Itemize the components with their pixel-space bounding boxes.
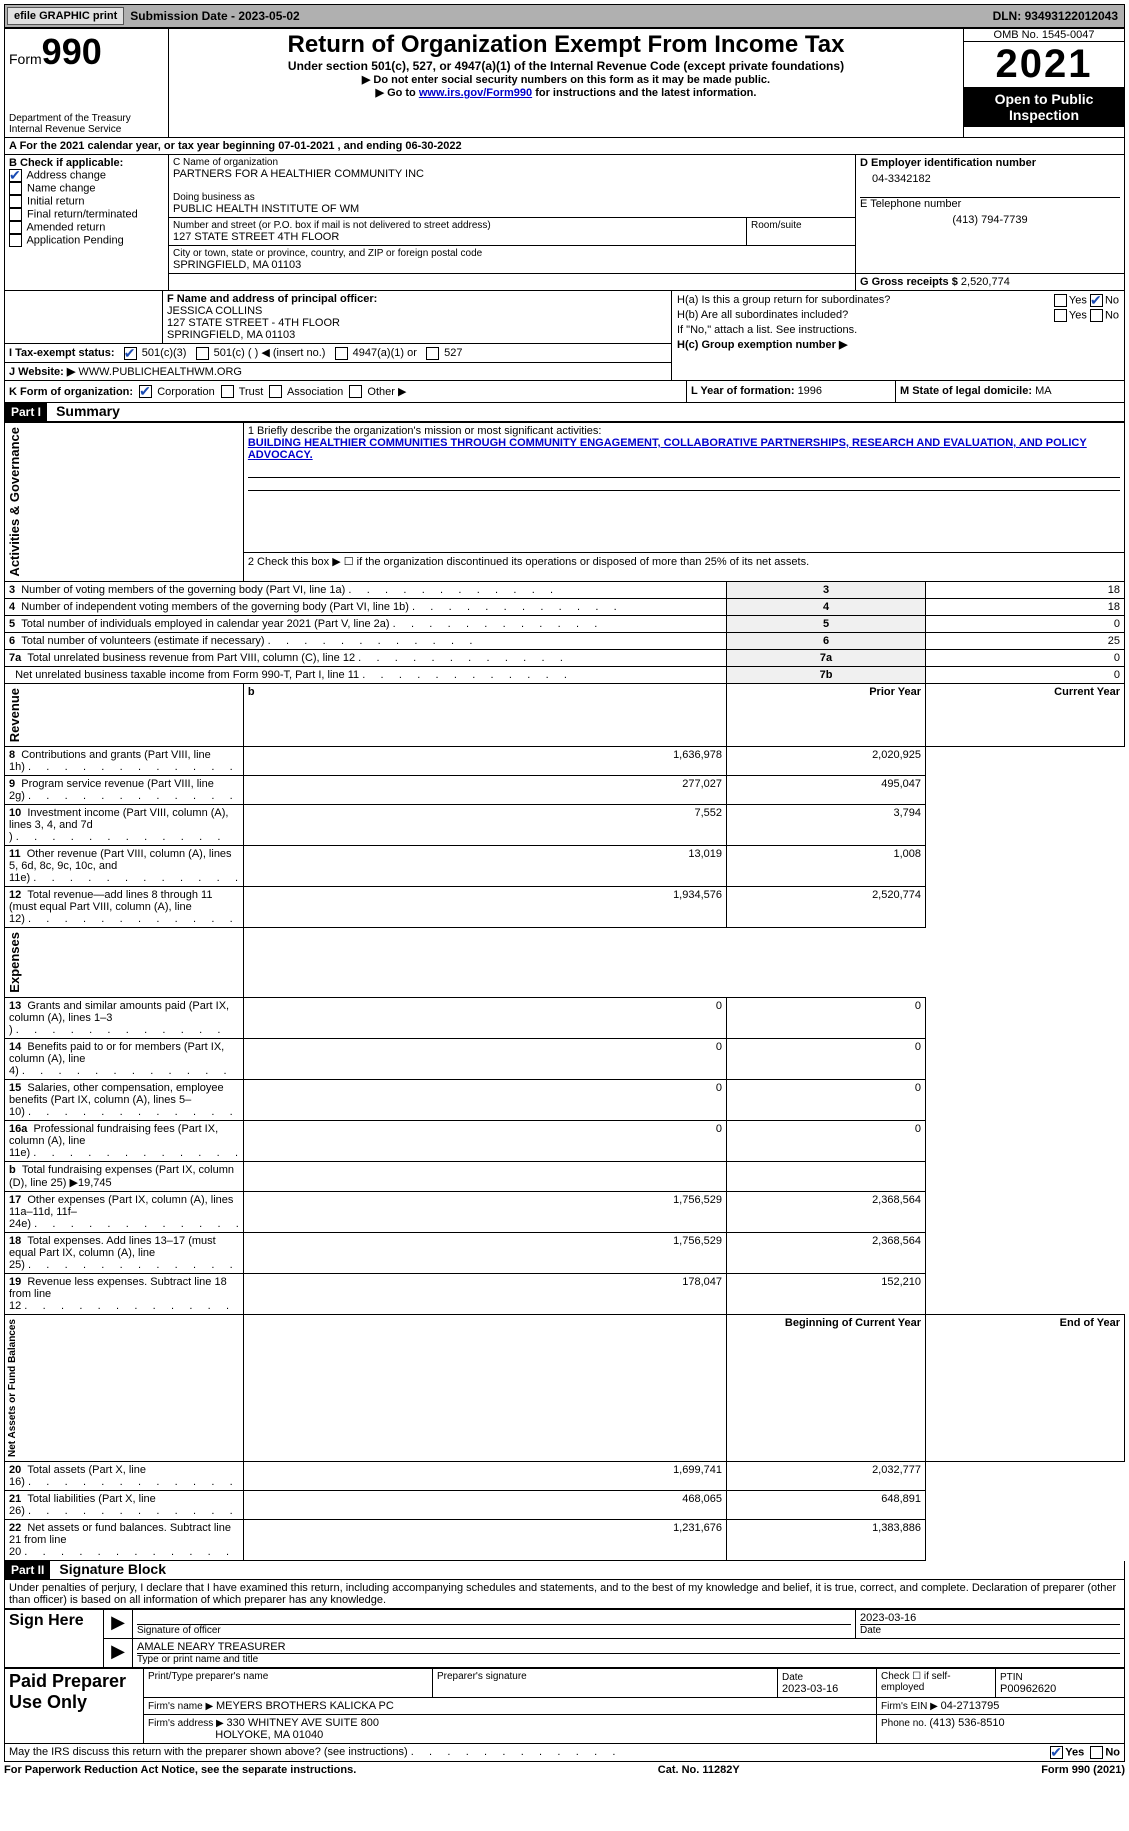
j-label: J Website: ▶: [9, 366, 75, 378]
b-label: B Check if applicable:: [9, 157, 164, 169]
form-number: Form990: [9, 31, 164, 73]
i-527[interactable]: [426, 347, 439, 360]
mission-label: 1 Briefly describe the organization's mi…: [248, 425, 1120, 437]
b-checkbox[interactable]: [9, 195, 22, 208]
revenue-label: Revenue: [5, 684, 24, 746]
k-assoc[interactable]: [269, 385, 282, 398]
b-checkbox[interactable]: [9, 169, 22, 182]
may-irs-discuss: May the IRS discuss this return with the…: [9, 1746, 615, 1759]
d-ein-label: D Employer identification number: [860, 157, 1120, 169]
ha-no[interactable]: [1090, 294, 1103, 307]
instr-website: ▶ Go to www.irs.gov/Form990 for instruct…: [173, 86, 959, 99]
k-trust[interactable]: [221, 385, 234, 398]
tax-year: 2021: [996, 42, 1093, 86]
k-other[interactable]: [349, 385, 362, 398]
j-value: WWW.PUBLICHEALTHWM.ORG: [75, 366, 242, 378]
m-value: MA: [1035, 385, 1052, 397]
mission-text: BUILDING HEALTHIER COMMUNITIES THROUGH C…: [248, 437, 1120, 461]
b-checkbox[interactable]: [9, 234, 22, 247]
efile-print-button[interactable]: efile GRAPHIC print: [7, 7, 124, 25]
org-name: PARTNERS FOR A HEALTHIER COMMUNITY INC: [173, 168, 851, 180]
line-a-taxyear: A For the 2021 calendar year, or tax yea…: [4, 138, 1125, 155]
sig-date: 2023-03-16: [860, 1612, 1120, 1625]
submission-date: Submission Date - 2023-05-02: [130, 9, 299, 23]
open-to-public: Open to Public Inspection: [964, 87, 1124, 127]
i-501c3[interactable]: [124, 347, 137, 360]
b-checkbox[interactable]: [9, 221, 22, 234]
topbar: efile GRAPHIC print Submission Date - 20…: [4, 4, 1125, 28]
g-gross-value: 2,520,774: [961, 276, 1010, 288]
hc-label: H(c) Group exemption number ▶: [676, 337, 1120, 352]
room-label: Room/suite: [751, 220, 851, 231]
klm-row: K Form of organization: Corporation Trus…: [4, 381, 1125, 404]
discuss-no[interactable]: [1090, 1746, 1103, 1759]
form-header: Form990 Department of the Treasury Inter…: [4, 28, 1125, 138]
k-label: K Form of organization:: [9, 386, 133, 398]
hb-no[interactable]: [1090, 309, 1103, 322]
sign-here-block: Sign Here ▶ Signature of officer 2023-03…: [4, 1609, 1125, 1668]
instr-no-ssn: ▶ Do not enter social security numbers o…: [173, 73, 959, 86]
part1-label: Part I: [5, 403, 47, 421]
m-label: M State of legal domicile:: [900, 385, 1035, 397]
hb-yes[interactable]: [1054, 309, 1067, 322]
line2: 2 Check this box ▶ ☐ if the organization…: [243, 553, 1124, 581]
dba-label: Doing business as: [173, 192, 851, 203]
e-phone-label: E Telephone number: [860, 198, 1120, 210]
omb-number: OMB No. 1545-0047: [964, 29, 1124, 42]
dept-treasury: Department of the Treasury Internal Reve…: [9, 113, 164, 135]
street-value: 127 STATE STREET 4TH FLOOR: [173, 231, 742, 243]
f-label: F Name and address of principal officer:: [167, 293, 667, 305]
activities-governance-label: Activities & Governance: [5, 423, 24, 581]
sig-officer-label: Signature of officer: [137, 1625, 851, 1636]
dln: DLN: 93493122012043: [993, 9, 1122, 23]
paid-preparer-title: Paid Preparer Use Only: [5, 1668, 144, 1743]
part2-label: Part II: [5, 1561, 50, 1579]
b-checkbox[interactable]: [9, 208, 22, 221]
b-checkbox[interactable]: [9, 182, 22, 195]
g-gross-label: G Gross receipts $: [860, 276, 961, 288]
fh-block: F Name and address of principal officer:…: [4, 291, 1125, 381]
summary-table: Activities & Governance 1 Briefly descri…: [4, 422, 1125, 1560]
e-phone-value: (413) 794-7739: [860, 210, 1120, 230]
d-ein-value: 04-3342182: [860, 169, 1120, 197]
street-label: Number and street (or P.O. box if mail i…: [173, 220, 742, 231]
city-label: City or town, state or province, country…: [173, 248, 851, 259]
ha-yes[interactable]: [1054, 294, 1067, 307]
form-subtitle: Under section 501(c), 527, or 4947(a)(1)…: [173, 59, 959, 73]
page-footer: For Paperwork Reduction Act Notice, see …: [4, 1762, 1125, 1776]
city-value: SPRINGFIELD, MA 01103: [173, 259, 851, 271]
identity-block: B Check if applicable: Address change Na…: [4, 155, 1125, 291]
part2-title: Signature Block: [53, 1559, 172, 1579]
form-title: Return of Organization Exempt From Incom…: [173, 31, 959, 59]
dba-value: PUBLIC HEALTH INSTITUTE OF WM: [173, 203, 851, 215]
i-label: I Tax-exempt status:: [9, 347, 115, 359]
h-note: If "No," attach a list. See instructions…: [676, 323, 1120, 337]
discuss-yes[interactable]: [1050, 1746, 1063, 1759]
hb-label: H(b) Are all subordinates included?: [676, 308, 928, 323]
k-corp[interactable]: [139, 385, 152, 398]
c-name-label: C Name of organization: [173, 157, 851, 168]
l-value: 1996: [798, 385, 822, 397]
f-addr2: SPRINGFIELD, MA 01103: [167, 329, 667, 341]
irs-link[interactable]: www.irs.gov/Form990: [419, 87, 532, 99]
sig-name-label: Type or print name and title: [137, 1654, 1120, 1665]
f-addr1: 127 STATE STREET - 4TH FLOOR: [167, 317, 667, 329]
f-name: JESSICA COLLINS: [167, 305, 667, 317]
i-501c[interactable]: [196, 347, 209, 360]
expenses-label: Expenses: [5, 928, 24, 997]
sig-name: AMALE NEARY TREASURER: [137, 1641, 1120, 1654]
ha-label: H(a) Is this a group return for subordin…: [676, 293, 928, 308]
i-4947[interactable]: [335, 347, 348, 360]
part1-title: Summary: [50, 401, 126, 421]
netassets-label: Net Assets or Fund Balances: [5, 1315, 20, 1461]
l-label: L Year of formation:: [691, 385, 798, 397]
penalties-text: Under penalties of perjury, I declare th…: [4, 1580, 1125, 1609]
paid-preparer-block: Paid Preparer Use Only Print/Type prepar…: [4, 1668, 1125, 1744]
